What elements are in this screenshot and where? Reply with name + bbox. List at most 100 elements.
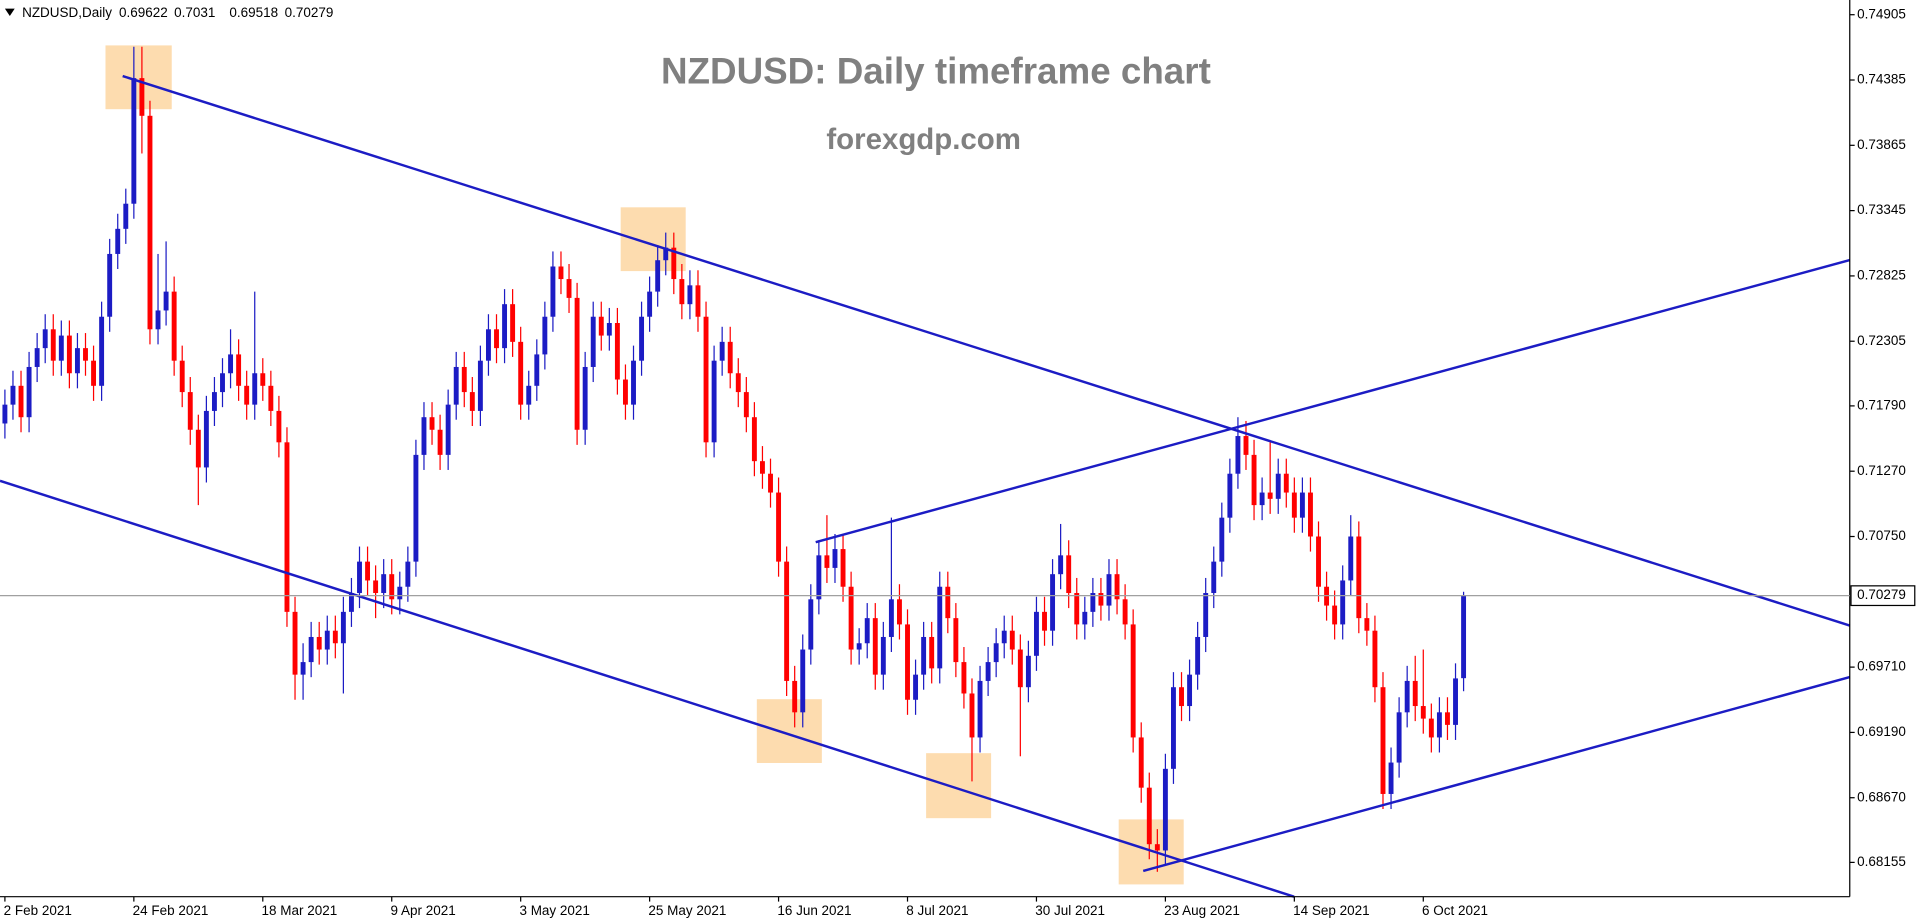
candle-body bbox=[1066, 555, 1072, 594]
candle-body bbox=[953, 618, 959, 663]
candle-body bbox=[1195, 636, 1201, 675]
chart-subtitle: forexgdp.com bbox=[826, 123, 1021, 156]
candle-body bbox=[695, 285, 701, 317]
candle-body bbox=[477, 360, 483, 411]
candle-body bbox=[365, 561, 371, 581]
candle-body bbox=[324, 630, 330, 650]
candle-body bbox=[1275, 473, 1281, 499]
candle-body bbox=[550, 266, 556, 317]
candle-body bbox=[1396, 712, 1402, 763]
candle-body bbox=[1445, 712, 1450, 725]
candle-body bbox=[163, 291, 169, 311]
trend-line bbox=[0, 479, 1295, 898]
candle-body bbox=[1162, 768, 1168, 851]
candle-body bbox=[792, 680, 798, 713]
candle-body bbox=[99, 316, 105, 386]
candle-body bbox=[840, 549, 846, 587]
candle-body bbox=[1203, 593, 1209, 637]
candle-body bbox=[381, 574, 387, 594]
candle-body bbox=[824, 555, 830, 568]
header-open: 0.69622 bbox=[119, 5, 168, 20]
menu-arrow bbox=[4, 8, 15, 16]
candle-body bbox=[195, 429, 201, 468]
x-tick-label: 6 Oct 2021 bbox=[1422, 903, 1488, 918]
candle-body bbox=[260, 373, 266, 386]
candle-body bbox=[1235, 436, 1241, 474]
candle-body bbox=[558, 266, 564, 280]
candle-body bbox=[1098, 593, 1104, 606]
candle-body bbox=[888, 599, 894, 637]
candle-body bbox=[848, 586, 854, 650]
candle-body bbox=[977, 680, 983, 738]
candle-body bbox=[647, 291, 653, 317]
candle-body bbox=[50, 329, 56, 361]
candle-body bbox=[340, 611, 346, 644]
price-label: 0.70279 bbox=[1857, 587, 1906, 602]
candle-body bbox=[1364, 618, 1370, 631]
candle-body bbox=[203, 410, 209, 468]
candle-body bbox=[864, 618, 870, 644]
candle-body bbox=[945, 586, 951, 619]
x-tick-label: 9 Apr 2021 bbox=[391, 903, 456, 918]
x-tick-label: 2 Feb 2021 bbox=[4, 903, 72, 918]
trend-line bbox=[1142, 675, 1851, 873]
candle-body bbox=[929, 636, 935, 669]
candle-body bbox=[542, 316, 548, 355]
candle-body bbox=[703, 316, 709, 443]
candle-body bbox=[606, 323, 612, 336]
candle-body bbox=[880, 636, 886, 675]
y-tick-label: 0.70750 bbox=[1857, 528, 1906, 543]
candle-body bbox=[1171, 687, 1176, 769]
candle-body bbox=[631, 360, 636, 405]
candle-body bbox=[2, 404, 8, 424]
candle-body bbox=[1316, 536, 1321, 587]
candle-body bbox=[800, 649, 806, 713]
y-tick-label: 0.72305 bbox=[1857, 333, 1906, 348]
candle-body bbox=[985, 662, 991, 681]
candle-body bbox=[1436, 712, 1442, 738]
candle-body bbox=[1340, 580, 1346, 625]
candle-body bbox=[300, 662, 306, 675]
candle-body bbox=[1348, 536, 1354, 581]
candle-body bbox=[292, 611, 298, 675]
x-tick-label: 3 May 2021 bbox=[519, 903, 589, 918]
candle-body bbox=[1453, 678, 1458, 725]
candle-body bbox=[776, 492, 782, 562]
candle-body bbox=[921, 636, 927, 675]
candle-body bbox=[1025, 655, 1031, 688]
candle-body bbox=[211, 392, 217, 411]
candle-body bbox=[1009, 630, 1015, 650]
candle-body bbox=[357, 561, 362, 594]
candle-body bbox=[389, 574, 395, 600]
x-tick-label: 24 Feb 2021 bbox=[133, 903, 209, 918]
candle-body bbox=[236, 354, 242, 386]
candle-body bbox=[123, 203, 129, 229]
candle-body bbox=[10, 385, 16, 405]
candle-body bbox=[1299, 492, 1305, 518]
x-tick-label: 30 Jul 2021 bbox=[1035, 903, 1105, 918]
candle-body bbox=[582, 366, 588, 430]
candle-body bbox=[1017, 649, 1023, 688]
candle-body bbox=[905, 624, 910, 700]
x-tick-label: 16 Jun 2021 bbox=[777, 903, 851, 918]
candle-body bbox=[494, 329, 499, 349]
candle-body bbox=[534, 354, 540, 386]
candle-body bbox=[743, 392, 749, 418]
candle-body bbox=[1090, 593, 1096, 612]
candle-body bbox=[639, 316, 645, 361]
candle-body bbox=[1356, 536, 1362, 619]
candle-body bbox=[1058, 555, 1064, 575]
candle-body bbox=[131, 78, 137, 204]
candle-body bbox=[937, 586, 943, 669]
candle-body bbox=[993, 643, 999, 663]
y-tick-label: 0.69190 bbox=[1857, 724, 1906, 739]
candle-body bbox=[961, 662, 967, 694]
candle-body bbox=[373, 580, 379, 594]
y-tick-label: 0.73345 bbox=[1857, 202, 1906, 217]
candle-body bbox=[566, 279, 572, 298]
candle-body bbox=[244, 385, 250, 405]
candle-body bbox=[1291, 492, 1297, 518]
candle-body bbox=[453, 366, 459, 405]
candle-body bbox=[179, 360, 185, 393]
